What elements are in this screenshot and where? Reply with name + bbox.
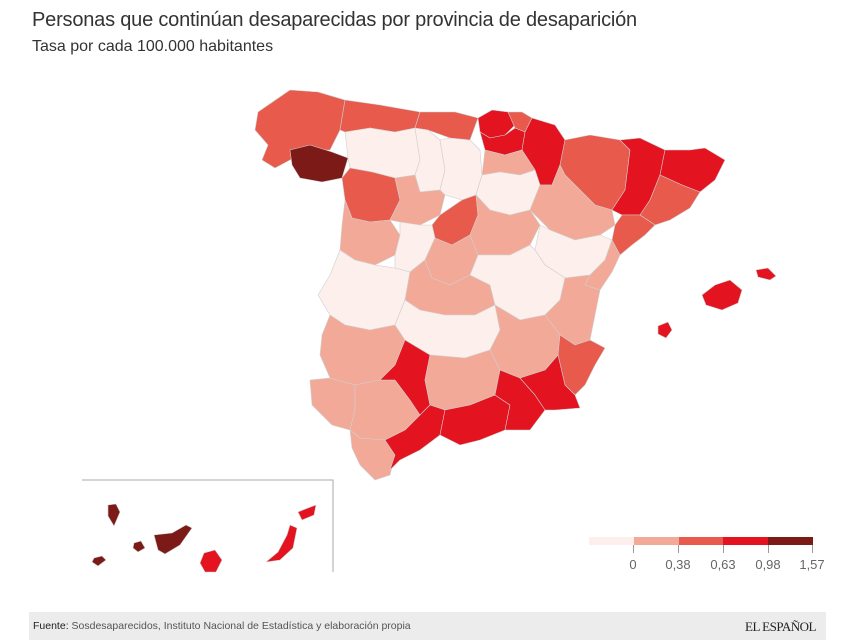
region-mallorca[interactable] — [701, 279, 743, 311]
legend-bin-0 — [589, 537, 634, 545]
legend-tick-label: 0,38 — [665, 557, 691, 572]
legend-bin-1 — [633, 537, 679, 545]
legend-tick-label: 0,63 — [710, 557, 736, 572]
footer: Fuente: Sosdesaparecidos, Instituto Naci… — [29, 612, 826, 640]
region-murcia[interactable] — [519, 354, 581, 411]
chart-title: Personas que continúan desaparecidas por… — [32, 9, 637, 31]
legend-tick — [678, 545, 679, 553]
legend-tick-label: 0 — [629, 557, 637, 572]
legend-bin-3 — [723, 537, 769, 545]
source-text: Sosdesaparecidos, Instituto Nacional de … — [71, 620, 411, 632]
region-la-palma[interactable] — [107, 503, 121, 527]
region-tenerife[interactable] — [153, 524, 193, 555]
region-huelva[interactable] — [309, 377, 356, 431]
region-menorca[interactable] — [755, 267, 777, 281]
legend-tick — [768, 545, 769, 553]
legend-bar — [589, 537, 813, 545]
chart-subtitle: Tasa por cada 100.000 habitantes — [32, 38, 274, 55]
region-ourense[interactable] — [289, 144, 349, 183]
source-note: Fuente: Sosdesaparecidos, Instituto Naci… — [33, 620, 411, 632]
legend-tick-label: 0,98 — [755, 557, 781, 572]
region-tarragona[interactable] — [611, 214, 656, 256]
legend-tick — [812, 545, 813, 553]
region-burgos[interactable] — [439, 137, 483, 201]
region-el-hierro[interactable] — [91, 555, 107, 567]
source-label: Fuente: — [33, 620, 69, 632]
region-cadiz[interactable] — [349, 429, 396, 481]
region-fuerteventura[interactable] — [265, 524, 298, 563]
region-gran-canaria[interactable] — [199, 549, 223, 573]
region-ibiza[interactable] — [657, 321, 673, 339]
legend-bin-4 — [768, 537, 813, 545]
region-la-gomera[interactable] — [132, 540, 146, 553]
spain-province-map — [82, 89, 777, 573]
legend-bin-2 — [678, 537, 724, 545]
brand-logo: EL ESPAÑOL — [745, 619, 816, 634]
legend-tick — [633, 545, 634, 553]
legend-tick-label: 1,57 — [799, 557, 825, 572]
region-lanzarote[interactable] — [297, 504, 317, 521]
canary-inset-frame — [82, 479, 334, 572]
region-barcelona[interactable] — [639, 174, 701, 226]
color-legend: 0 0,38 0,63 0,98 1,57 — [589, 537, 825, 577]
legend-tick — [723, 545, 724, 553]
